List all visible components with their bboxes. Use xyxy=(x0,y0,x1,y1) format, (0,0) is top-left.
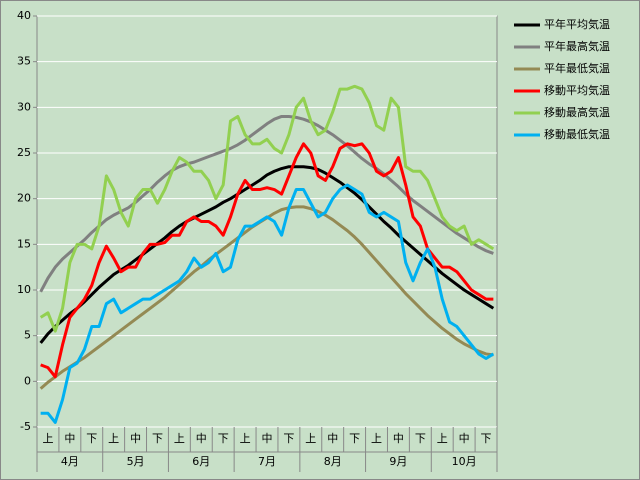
x-tick-label: 下 xyxy=(283,432,294,445)
legend-label: 平年最低気温 xyxy=(544,61,610,75)
x-tick-label: 中 xyxy=(262,432,273,445)
month-label: 6月 xyxy=(192,455,210,468)
x-tick-label: 下 xyxy=(481,432,492,445)
x-tick-label: 上 xyxy=(437,432,448,445)
x-tick-label: 中 xyxy=(393,432,404,445)
month-label: 5月 xyxy=(127,455,145,468)
y-tick-label: 25 xyxy=(17,146,31,159)
legend-label: 平年最高気温 xyxy=(544,39,610,53)
plot-area xyxy=(36,15,498,428)
x-tick-label: 下 xyxy=(349,432,360,445)
month-label: 7月 xyxy=(258,455,276,468)
y-tick-label: -5 xyxy=(20,420,31,433)
month-label: 4月 xyxy=(61,455,79,468)
series-line xyxy=(39,84,495,333)
y-tick-label: 10 xyxy=(17,283,31,296)
x-tick-label: 中 xyxy=(327,432,338,445)
legend-label: 移動最低気温 xyxy=(544,127,610,141)
x-tick-label: 下 xyxy=(86,432,97,445)
x-tick-label: 下 xyxy=(415,432,426,445)
legend-label: 平年平均気温 xyxy=(544,17,610,31)
series-line xyxy=(39,165,495,344)
x-tick-label: 上 xyxy=(108,432,119,445)
x-tick-label: 中 xyxy=(196,432,207,445)
legend-label: 移動最高気温 xyxy=(544,105,610,119)
x-tick-label: 上 xyxy=(371,432,382,445)
month-label: 8月 xyxy=(324,455,342,468)
x-tick-label: 中 xyxy=(64,432,75,445)
y-tick-label: 20 xyxy=(17,192,31,205)
x-tick-label: 上 xyxy=(305,432,316,445)
x-tick-label: 上 xyxy=(42,432,53,445)
x-tick-label: 中 xyxy=(459,432,470,445)
x-tick-label: 下 xyxy=(218,432,229,445)
y-tick-label: 30 xyxy=(17,100,31,113)
y-tick-label: 40 xyxy=(17,9,31,22)
y-tick-label: 0 xyxy=(24,374,31,387)
month-label: 9月 xyxy=(389,455,407,468)
series-line xyxy=(40,183,495,424)
x-tick-label: 上 xyxy=(240,432,251,445)
y-tick-label: 35 xyxy=(17,55,31,68)
y-tick-label: 5 xyxy=(24,329,31,342)
month-label: 10月 xyxy=(452,455,477,468)
x-tick-label: 下 xyxy=(152,432,163,445)
x-tick-label: 上 xyxy=(174,432,185,445)
series-line xyxy=(39,114,494,293)
y-tick-label: 15 xyxy=(17,237,31,250)
legend-label: 移動平均気温 xyxy=(544,83,610,97)
x-tick-label: 中 xyxy=(130,432,141,445)
series-line xyxy=(40,142,494,379)
